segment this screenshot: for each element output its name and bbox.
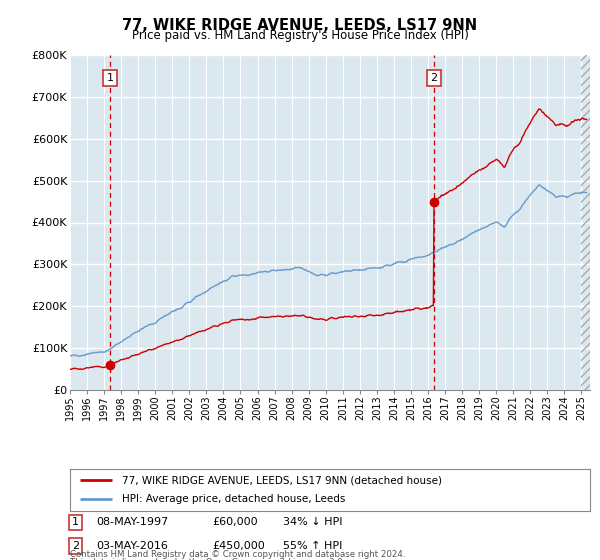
Text: 1: 1 (72, 517, 79, 528)
Text: 77, WIKE RIDGE AVENUE, LEEDS, LS17 9NN (detached house): 77, WIKE RIDGE AVENUE, LEEDS, LS17 9NN (… (122, 475, 442, 485)
Text: This data is licensed under the Open Government Licence v3.0.: This data is licensed under the Open Gov… (70, 558, 346, 560)
Text: Contains HM Land Registry data © Crown copyright and database right 2024.: Contains HM Land Registry data © Crown c… (70, 550, 406, 559)
Text: 03-MAY-2016: 03-MAY-2016 (96, 541, 168, 551)
Text: 2: 2 (430, 73, 437, 83)
Text: 34% ↓ HPI: 34% ↓ HPI (283, 517, 343, 528)
Text: £60,000: £60,000 (212, 517, 258, 528)
Bar (581, 55, 590, 390)
Text: 08-MAY-1997: 08-MAY-1997 (96, 517, 169, 528)
Text: Price paid vs. HM Land Registry's House Price Index (HPI): Price paid vs. HM Land Registry's House … (131, 29, 469, 42)
Text: 55% ↑ HPI: 55% ↑ HPI (283, 541, 343, 551)
Text: 2: 2 (72, 541, 79, 551)
Text: 77, WIKE RIDGE AVENUE, LEEDS, LS17 9NN: 77, WIKE RIDGE AVENUE, LEEDS, LS17 9NN (122, 18, 478, 33)
Text: £450,000: £450,000 (212, 541, 265, 551)
Text: HPI: Average price, detached house, Leeds: HPI: Average price, detached house, Leed… (122, 494, 346, 505)
Text: 1: 1 (107, 73, 113, 83)
